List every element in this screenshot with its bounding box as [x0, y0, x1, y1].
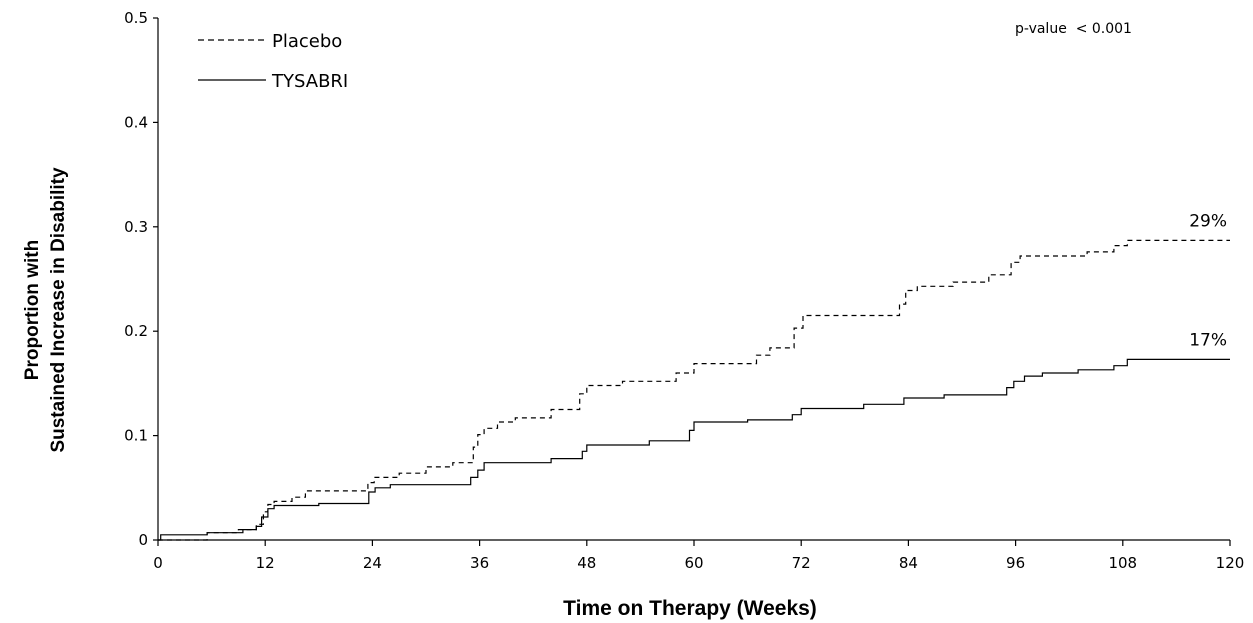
x-tick-label: 0 — [153, 554, 163, 572]
y-tick-label: 0.5 — [124, 9, 148, 27]
y-tick-label: 0.2 — [124, 322, 148, 340]
x-tick-label: 96 — [1006, 554, 1025, 572]
x-axis-title: Time on Therapy (Weeks) — [563, 597, 817, 620]
y-tick-label: 0 — [138, 531, 148, 549]
x-tick-label: 24 — [363, 554, 382, 572]
p-value-annotation: p-value < 0.001 — [1015, 21, 1132, 37]
y-tick-label: 0.3 — [124, 218, 148, 236]
tysabri-curve — [158, 358, 1230, 541]
axes: 0 0.1 0.2 0.3 0.4 0.5 0 12 24 36 48 60 72 84 96 108 120 — [124, 9, 1244, 572]
labels-layer: 29% 17% — [1189, 211, 1227, 350]
legend-label-placebo: Placebo — [272, 31, 342, 52]
end-label-tysabri-curve: 17% — [1189, 330, 1227, 350]
end-label-placebo-curve: 29% — [1189, 211, 1227, 231]
x-tick-label: 84 — [899, 554, 918, 572]
y-axis-title-line2: Sustained Increase in Disability — [48, 167, 69, 453]
series-layer — [158, 239, 1230, 541]
y-tick-label: 0.1 — [124, 427, 148, 445]
y-axis-title-line1: Proportion with — [22, 240, 43, 380]
y-tick-label: 0.4 — [124, 113, 148, 131]
legend: Placebo TYSABRI — [198, 31, 348, 92]
x-tick-label: 60 — [684, 554, 703, 572]
x-tick-label: 48 — [577, 554, 596, 572]
x-tick-label: 12 — [256, 554, 275, 572]
placebo-curve — [158, 239, 1230, 541]
x-tick-label: 36 — [470, 554, 489, 572]
x-tick-label: 120 — [1216, 554, 1245, 572]
x-tick-label: 108 — [1108, 554, 1137, 572]
x-tick-label: 72 — [792, 554, 811, 572]
legend-label-tysabri: TYSABRI — [271, 71, 348, 92]
